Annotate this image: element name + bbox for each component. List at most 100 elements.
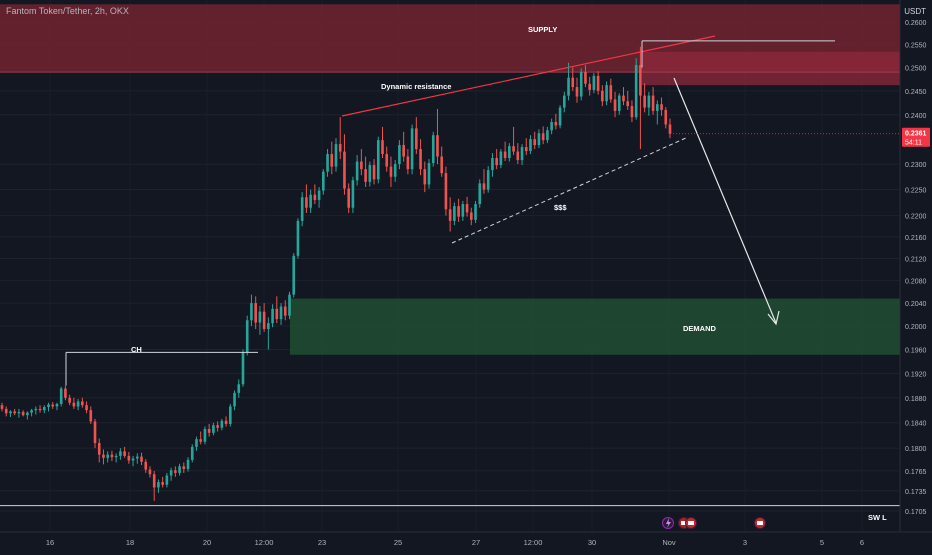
candle[interactable] — [431, 131, 435, 167]
candle[interactable] — [330, 141, 334, 175]
candle[interactable] — [393, 160, 397, 182]
candle[interactable] — [102, 449, 105, 465]
candle[interactable] — [131, 455, 135, 467]
candle[interactable] — [389, 156, 393, 187]
candle[interactable] — [59, 386, 63, 407]
candle[interactable] — [634, 58, 638, 120]
candle[interactable] — [427, 159, 431, 189]
candle[interactable] — [148, 466, 152, 478]
candle[interactable] — [123, 446, 126, 458]
candle[interactable] — [508, 143, 511, 162]
candle[interactable] — [605, 81, 608, 106]
candle[interactable] — [34, 406, 38, 415]
candle[interactable] — [457, 198, 460, 222]
candle[interactable] — [220, 418, 224, 431]
candle[interactable] — [562, 91, 566, 113]
us-flag-icon-3[interactable] — [754, 517, 766, 529]
candle[interactable] — [38, 405, 42, 413]
candle[interactable] — [275, 296, 279, 324]
candle[interactable] — [617, 93, 621, 115]
candle[interactable] — [233, 390, 236, 411]
candle[interactable] — [478, 179, 482, 208]
candle[interactable] — [668, 118, 672, 139]
candle[interactable] — [558, 105, 562, 129]
candle[interactable] — [110, 450, 114, 462]
candle[interactable] — [440, 146, 444, 177]
candle[interactable] — [258, 305, 262, 335]
candle[interactable] — [135, 453, 139, 464]
candle[interactable] — [300, 192, 304, 227]
candle[interactable] — [343, 134, 346, 195]
candle[interactable] — [402, 131, 405, 162]
candle[interactable] — [482, 169, 486, 194]
candle[interactable] — [152, 470, 156, 501]
candle[interactable] — [516, 143, 520, 165]
candle[interactable] — [415, 117, 418, 155]
candle[interactable] — [322, 169, 325, 195]
candle[interactable] — [656, 100, 659, 125]
demand-zone[interactable] — [290, 298, 900, 355]
candle[interactable] — [317, 186, 321, 208]
candle[interactable] — [579, 68, 583, 101]
candle[interactable] — [119, 448, 122, 460]
currency-label[interactable]: USDT — [904, 7, 926, 16]
candle[interactable] — [571, 67, 575, 91]
candle[interactable] — [601, 85, 604, 107]
candle[interactable] — [288, 291, 291, 320]
candle[interactable] — [64, 385, 67, 401]
candle[interactable] — [398, 140, 401, 170]
candle[interactable] — [81, 397, 84, 408]
candle[interactable] — [351, 176, 355, 213]
candle[interactable] — [161, 476, 164, 488]
candle[interactable] — [503, 141, 507, 162]
candle[interactable] — [647, 91, 651, 116]
candle[interactable] — [195, 436, 198, 451]
candle[interactable] — [630, 100, 634, 123]
candle[interactable] — [651, 87, 655, 115]
candle[interactable] — [182, 462, 186, 473]
symbol-title[interactable]: Fantom Token/Tether, 2h, OKX — [6, 6, 129, 16]
candle[interactable] — [622, 87, 625, 106]
candle[interactable] — [262, 303, 266, 332]
candle[interactable] — [228, 403, 232, 427]
candle[interactable] — [584, 65, 587, 88]
last-price-badge[interactable] — [902, 127, 930, 147]
candle[interactable] — [639, 46, 642, 150]
candle[interactable] — [267, 317, 270, 350]
candle[interactable] — [30, 408, 33, 417]
candle[interactable] — [250, 294, 253, 327]
candle[interactable] — [157, 479, 160, 493]
candle[interactable] — [279, 303, 283, 325]
candle[interactable] — [0, 402, 4, 412]
candle[interactable] — [13, 408, 16, 416]
candle[interactable] — [216, 421, 219, 432]
candle[interactable] — [347, 183, 350, 213]
candle[interactable] — [85, 401, 88, 414]
candle[interactable] — [664, 107, 668, 129]
candle[interactable] — [537, 129, 541, 149]
candle[interactable] — [533, 131, 537, 150]
candle[interactable] — [529, 135, 532, 155]
candle[interactable] — [309, 189, 312, 213]
lightning-icon[interactable] — [662, 517, 674, 529]
candle[interactable] — [313, 184, 317, 205]
candle[interactable] — [410, 124, 414, 175]
candle[interactable] — [245, 315, 249, 356]
candle[interactable] — [609, 78, 613, 103]
candle[interactable] — [660, 97, 663, 116]
candle[interactable] — [17, 408, 21, 418]
candle[interactable] — [381, 126, 384, 159]
candle[interactable] — [199, 431, 203, 445]
candle[interactable] — [385, 146, 389, 172]
time-axis[interactable] — [0, 532, 932, 550]
price-axis[interactable] — [900, 0, 932, 550]
candle[interactable] — [546, 126, 549, 144]
candle[interactable] — [448, 197, 452, 232]
candle[interactable] — [186, 457, 190, 472]
candle[interactable] — [271, 304, 274, 328]
candle[interactable] — [368, 161, 372, 187]
candle[interactable] — [423, 161, 427, 193]
candle[interactable] — [326, 149, 329, 177]
us-flag-icon-2[interactable] — [685, 517, 697, 529]
